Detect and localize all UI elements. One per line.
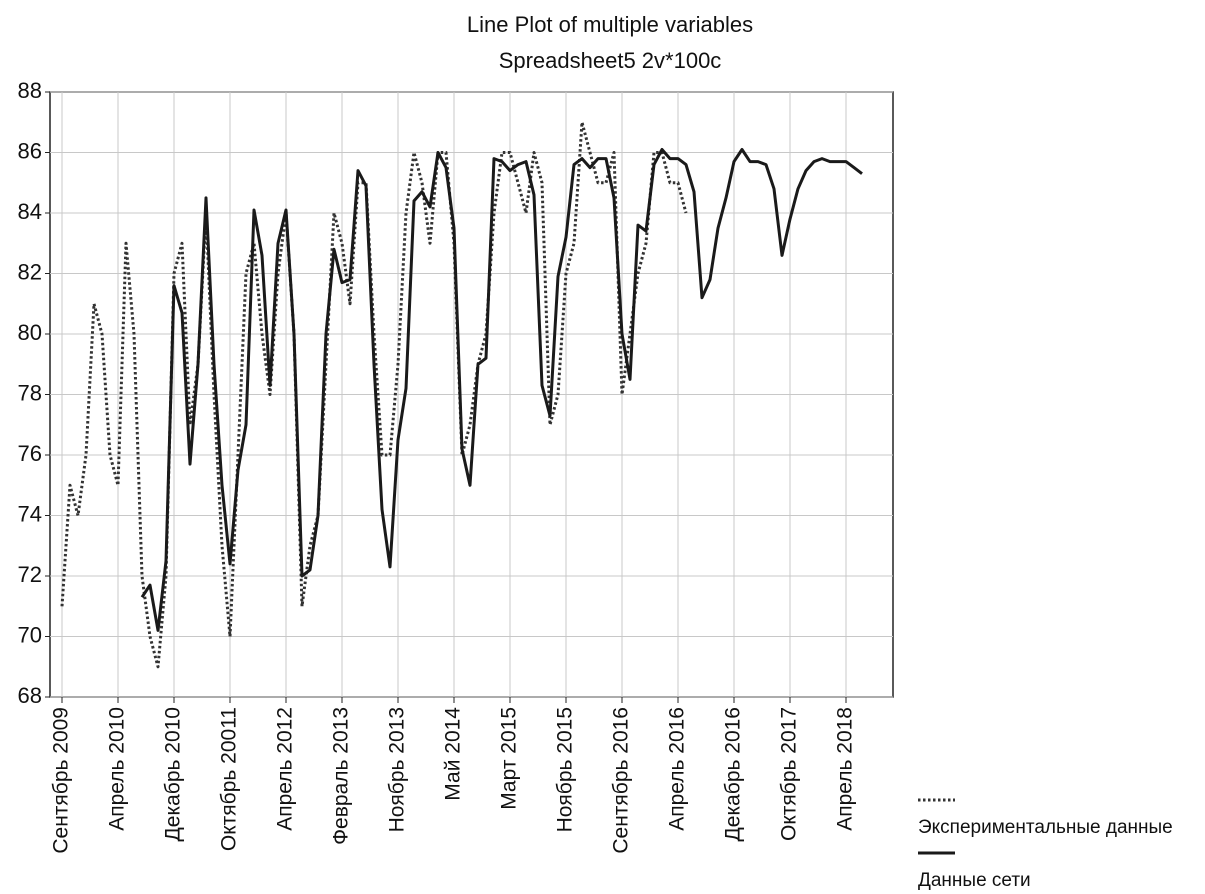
y-tick-label: 88	[18, 78, 42, 103]
y-tick-label: 76	[18, 441, 42, 466]
y-tick-label: 70	[18, 622, 42, 647]
y-tick-label: 80	[18, 320, 42, 345]
y-tick-label: 82	[18, 259, 42, 284]
x-tick-label: Декабрь 2010	[162, 707, 185, 841]
y-tick-label: 68	[18, 683, 42, 708]
series-line	[140, 148, 863, 632]
x-tick-label: Март 2015	[498, 707, 521, 810]
x-tick-label: Сентябрь 2009	[50, 707, 73, 854]
x-tick-label: Ноябрь 2015	[554, 707, 577, 832]
y-tick-label: 72	[18, 562, 42, 587]
x-tick-label: Апрель 2010	[106, 707, 129, 831]
y-tick-label: 84	[18, 199, 42, 224]
x-tick-label: Октябрь 2017	[778, 707, 801, 841]
chart-title: Line Plot of multiple variables	[467, 12, 753, 37]
x-tick-label: Октябрь 20011	[218, 707, 241, 851]
y-tick-label: 78	[18, 380, 42, 405]
x-tick-label: Сентябрь 2016	[610, 707, 633, 854]
y-tick-label: 86	[18, 138, 42, 163]
x-tick-label: Апрель 2018	[834, 707, 857, 831]
x-tick-label: Ноябрь 2013	[386, 707, 409, 832]
x-tick-label: Апрель 2012	[274, 707, 297, 831]
chart-subtitle: Spreadsheet5 2v*100c	[499, 48, 722, 73]
legend-label: Экспериментальные данные	[918, 817, 1173, 838]
x-tick-label: Май 2014	[442, 707, 465, 801]
x-tick-label: Декабрь 2016	[722, 707, 745, 841]
x-tick-label: Апрель 2016	[666, 707, 689, 831]
x-tick-label: Февраль 2013	[330, 707, 353, 845]
legend-label: Данные сети	[918, 870, 1031, 891]
y-tick-label: 74	[18, 501, 42, 526]
